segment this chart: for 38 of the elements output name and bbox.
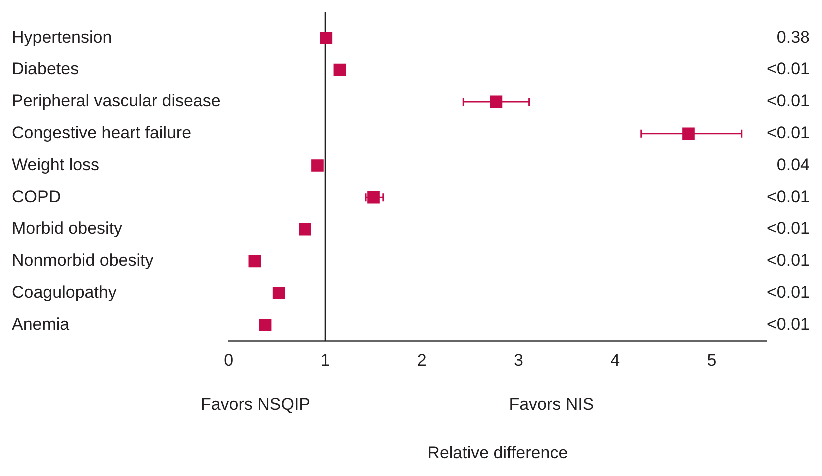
- x-tick-label: 1: [320, 351, 330, 370]
- x-tick-label: 4: [610, 351, 620, 370]
- text: Favors NIS: [509, 394, 594, 414]
- point: [248, 255, 262, 268]
- y-tick-label: COPD: [12, 187, 62, 206]
- annotation: <0.01: [766, 314, 810, 334]
- y-tick-label: Peripheral vascular disease: [12, 92, 221, 111]
- x-tick-label: 0: [224, 351, 234, 370]
- annotation: <0.01: [766, 60, 810, 79]
- y-tick-label: Nonmorbid obesity: [12, 251, 154, 270]
- x-tick-label: 2: [417, 351, 427, 370]
- x-axis-title: Relative difference: [428, 443, 568, 462]
- annotation: <0.01: [766, 219, 810, 238]
- text: 0.38: [776, 28, 810, 47]
- point: [682, 128, 695, 140]
- y-tick-label: Anemia: [12, 314, 70, 334]
- annotation: <0.01: [766, 283, 810, 302]
- x-tick-label: 3: [514, 351, 524, 370]
- annotation: <0.01: [766, 92, 810, 111]
- annotation: <0.01: [766, 124, 810, 143]
- x-tick-label: 5: [707, 351, 717, 370]
- text: Favors NSQIP: [200, 394, 311, 414]
- y-tick-label: Coagulopathy: [12, 283, 118, 302]
- y-tick-label: Weight loss: [12, 155, 100, 174]
- y-tick-label: Hypertension: [12, 28, 112, 47]
- point: [272, 287, 286, 300]
- annotation: <0.01: [766, 251, 810, 270]
- y-tick-label: Congestive heart failure: [12, 124, 192, 143]
- text: 0.04: [776, 155, 810, 174]
- y-tick-label: Diabetes: [12, 60, 80, 79]
- point: [320, 32, 333, 44]
- point: [299, 223, 312, 236]
- annotation: <0.01: [766, 187, 810, 206]
- point: [334, 64, 346, 76]
- point: [368, 191, 380, 204]
- point: [312, 160, 324, 172]
- y-tick-label: Morbid obesity: [12, 219, 124, 238]
- point: [259, 319, 272, 332]
